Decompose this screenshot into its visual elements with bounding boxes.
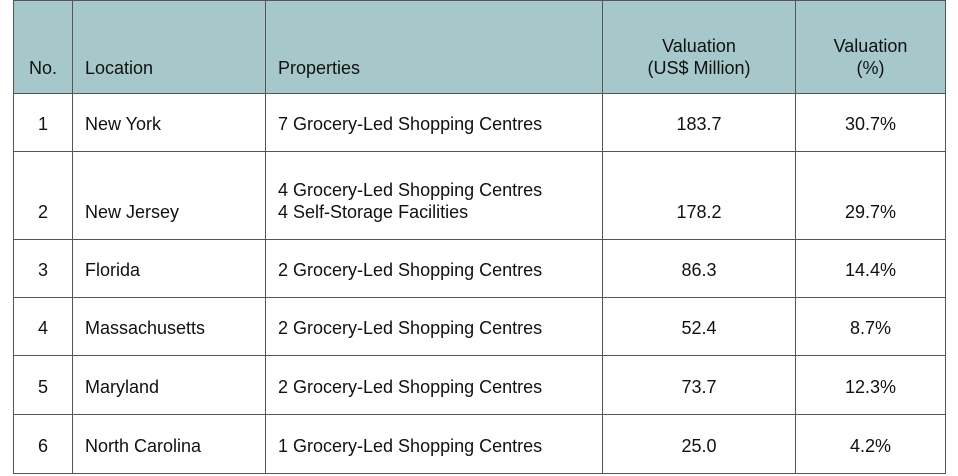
header-cell: Properties — [265, 0, 603, 94]
table-cell: 30.7% — [795, 93, 946, 152]
table-row: 6 North Carolina 1 Grocery-Led Shopping Ce… — [13, 414, 946, 474]
table-row: 4 Massachusetts 2 Grocery-Led Shopping Cen… — [13, 297, 946, 356]
table-cell: Maryland — [72, 355, 266, 415]
header-cell: Location — [72, 0, 266, 94]
table-body: 1 New York 7 Grocery-Led Shopping Centres 1… — [13, 93, 946, 474]
header-cell: Valuation (%) — [795, 0, 946, 94]
table-cell: 7 Grocery-Led Shopping Centres — [265, 93, 603, 152]
table-cell: New York — [72, 93, 266, 152]
table-row: 5 Maryland 2 Grocery-Led Shopping Centres 7… — [13, 355, 946, 415]
header-cell: No. — [13, 0, 73, 94]
table-cell: 2 Grocery-Led Shopping Centres — [265, 355, 603, 415]
table-cell: 4 Grocery-Led Shopping Centres 4 Self-St… — [265, 151, 603, 240]
table-cell: 29.7% — [795, 151, 946, 240]
table-cell: 1 — [13, 93, 73, 152]
table-row: 1 New York 7 Grocery-Led Shopping Centres 1… — [13, 93, 946, 152]
table-cell: 86.3 — [602, 239, 796, 298]
table-cell: 178.2 — [602, 151, 796, 240]
table-cell: 2 Grocery-Led Shopping Centres — [265, 239, 603, 298]
table-cell: North Carolina — [72, 414, 266, 474]
table-cell: 2 Grocery-Led Shopping Centres — [265, 297, 603, 356]
table-row: 2 New Jersey 4 Grocery-Led Shopping Centre… — [13, 151, 946, 240]
header-row: No. Location Properties Valuation (US$ Mill… — [13, 0, 946, 94]
valuation-table: No. Location Properties Valuation (US$ Mill… — [13, 0, 946, 474]
table-head: No. Location Properties Valuation (US$ Mill… — [13, 0, 946, 94]
table-cell: 1 Grocery-Led Shopping Centres — [265, 414, 603, 474]
table-cell: 4 — [13, 297, 73, 356]
table-cell: 73.7 — [602, 355, 796, 415]
header-cell: Valuation (US$ Million) — [602, 0, 796, 94]
table-cell: New Jersey — [72, 151, 266, 240]
table-cell: 14.4% — [795, 239, 946, 298]
table-cell: 2 — [13, 151, 73, 240]
table-cell: 183.7 — [602, 93, 796, 152]
table-cell: Massachusetts — [72, 297, 266, 356]
table-cell: 8.7% — [795, 297, 946, 356]
table-row: 3 Florida 2 Grocery-Led Shopping Centres 86… — [13, 239, 946, 298]
table-cell: Florida — [72, 239, 266, 298]
table-cell: 6 — [13, 414, 73, 474]
table-cell: 4.2% — [795, 414, 946, 474]
table-cell: 12.3% — [795, 355, 946, 415]
table-cell: 52.4 — [602, 297, 796, 356]
table-cell: 3 — [13, 239, 73, 298]
table-cell: 5 — [13, 355, 73, 415]
table-cell: 25.0 — [602, 414, 796, 474]
